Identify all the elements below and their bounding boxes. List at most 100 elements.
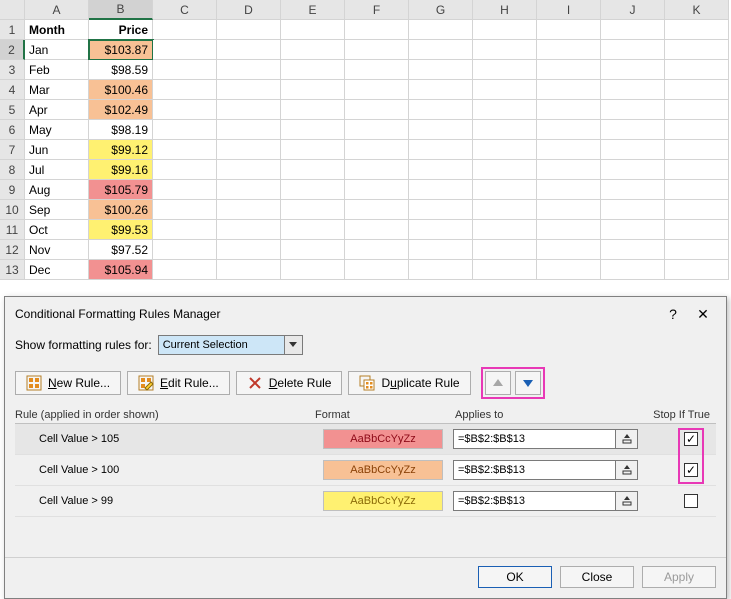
- cell[interactable]: [409, 120, 473, 140]
- cell[interactable]: $98.19: [89, 120, 153, 140]
- column-header[interactable]: E: [281, 0, 345, 20]
- cell[interactable]: [665, 100, 729, 120]
- cell[interactable]: [601, 140, 665, 160]
- cell[interactable]: [345, 240, 409, 260]
- cell[interactable]: [601, 220, 665, 240]
- edit-rule-button[interactable]: Edit Rule...: [127, 371, 230, 395]
- cell[interactable]: [281, 60, 345, 80]
- cell[interactable]: [217, 160, 281, 180]
- cell[interactable]: Sep: [25, 200, 89, 220]
- row-header[interactable]: 5: [0, 100, 25, 120]
- cell[interactable]: Dec: [25, 260, 89, 280]
- column-header[interactable]: F: [345, 0, 409, 20]
- cell[interactable]: [601, 260, 665, 280]
- cell[interactable]: [537, 240, 601, 260]
- cell[interactable]: [409, 80, 473, 100]
- cell[interactable]: [281, 100, 345, 120]
- cell[interactable]: $100.46: [89, 80, 153, 100]
- row-header[interactable]: 13: [0, 260, 25, 280]
- cell[interactable]: Jul: [25, 160, 89, 180]
- cell[interactable]: [345, 80, 409, 100]
- cell[interactable]: [409, 60, 473, 80]
- cell[interactable]: [409, 180, 473, 200]
- range-selector-button[interactable]: [616, 491, 638, 511]
- cell[interactable]: [345, 260, 409, 280]
- cell[interactable]: [281, 200, 345, 220]
- cell[interactable]: [665, 160, 729, 180]
- cell[interactable]: [665, 180, 729, 200]
- cell[interactable]: [217, 240, 281, 260]
- cell[interactable]: [153, 140, 217, 160]
- cell[interactable]: [537, 160, 601, 180]
- cell[interactable]: [345, 20, 409, 40]
- cell[interactable]: [153, 40, 217, 60]
- new-rule-button[interactable]: New Rule...: [15, 371, 121, 395]
- delete-rule-button[interactable]: Delete Rule: [236, 371, 343, 395]
- cell[interactable]: [345, 160, 409, 180]
- cell[interactable]: Mar: [25, 80, 89, 100]
- cell[interactable]: $97.52: [89, 240, 153, 260]
- cell[interactable]: [409, 100, 473, 120]
- cell[interactable]: [217, 120, 281, 140]
- close-footer-button[interactable]: Close: [560, 566, 634, 588]
- cell[interactable]: $105.79: [89, 180, 153, 200]
- cell[interactable]: [281, 240, 345, 260]
- cell[interactable]: [537, 100, 601, 120]
- cell[interactable]: [473, 140, 537, 160]
- cell[interactable]: Jan: [25, 40, 89, 60]
- cell[interactable]: [153, 240, 217, 260]
- cell[interactable]: [601, 200, 665, 220]
- cell[interactable]: [281, 140, 345, 160]
- cell[interactable]: [473, 20, 537, 40]
- cell[interactable]: [217, 100, 281, 120]
- row-header[interactable]: 10: [0, 200, 25, 220]
- column-header[interactable]: H: [473, 0, 537, 20]
- cell[interactable]: [409, 200, 473, 220]
- column-header[interactable]: A: [25, 0, 89, 20]
- cell[interactable]: [537, 40, 601, 60]
- cell[interactable]: [217, 200, 281, 220]
- cell[interactable]: [665, 40, 729, 60]
- cell[interactable]: [473, 260, 537, 280]
- range-selector-button[interactable]: [616, 429, 638, 449]
- row-header[interactable]: 9: [0, 180, 25, 200]
- duplicate-rule-button[interactable]: Duplicate Rule: [348, 371, 470, 395]
- cell[interactable]: [601, 120, 665, 140]
- row-header[interactable]: 7: [0, 140, 25, 160]
- cell[interactable]: [153, 20, 217, 40]
- close-button[interactable]: ✕: [688, 303, 718, 325]
- select-all-corner[interactable]: [0, 0, 25, 20]
- scope-dropdown[interactable]: Current Selection: [158, 335, 303, 355]
- cell[interactable]: [345, 100, 409, 120]
- column-header[interactable]: G: [409, 0, 473, 20]
- cell[interactable]: [473, 40, 537, 60]
- applies-to-input[interactable]: =$B$2:$B$13: [453, 491, 616, 511]
- cell[interactable]: [217, 60, 281, 80]
- cell[interactable]: [409, 260, 473, 280]
- cell[interactable]: Nov: [25, 240, 89, 260]
- cell[interactable]: [473, 80, 537, 100]
- cell[interactable]: [537, 220, 601, 240]
- cell[interactable]: $100.26: [89, 200, 153, 220]
- cell[interactable]: [281, 260, 345, 280]
- rule-row[interactable]: Cell Value > 100AaBbCcYyZz=$B$2:$B$13✓: [15, 455, 716, 486]
- cell[interactable]: [601, 100, 665, 120]
- rule-row[interactable]: Cell Value > 105AaBbCcYyZz=$B$2:$B$13✓: [15, 424, 716, 455]
- cell[interactable]: [473, 200, 537, 220]
- cell[interactable]: [601, 240, 665, 260]
- cell[interactable]: [409, 220, 473, 240]
- cell[interactable]: [473, 120, 537, 140]
- cell[interactable]: [537, 180, 601, 200]
- cell[interactable]: [153, 260, 217, 280]
- cell[interactable]: [665, 80, 729, 100]
- applies-to-input[interactable]: =$B$2:$B$13: [453, 460, 616, 480]
- cell[interactable]: [153, 220, 217, 240]
- row-header[interactable]: 3: [0, 60, 25, 80]
- cell[interactable]: [473, 160, 537, 180]
- column-header[interactable]: C: [153, 0, 217, 20]
- cell[interactable]: [345, 220, 409, 240]
- cell[interactable]: [345, 120, 409, 140]
- cell[interactable]: [601, 80, 665, 100]
- cell[interactable]: [153, 180, 217, 200]
- cell[interactable]: [345, 40, 409, 60]
